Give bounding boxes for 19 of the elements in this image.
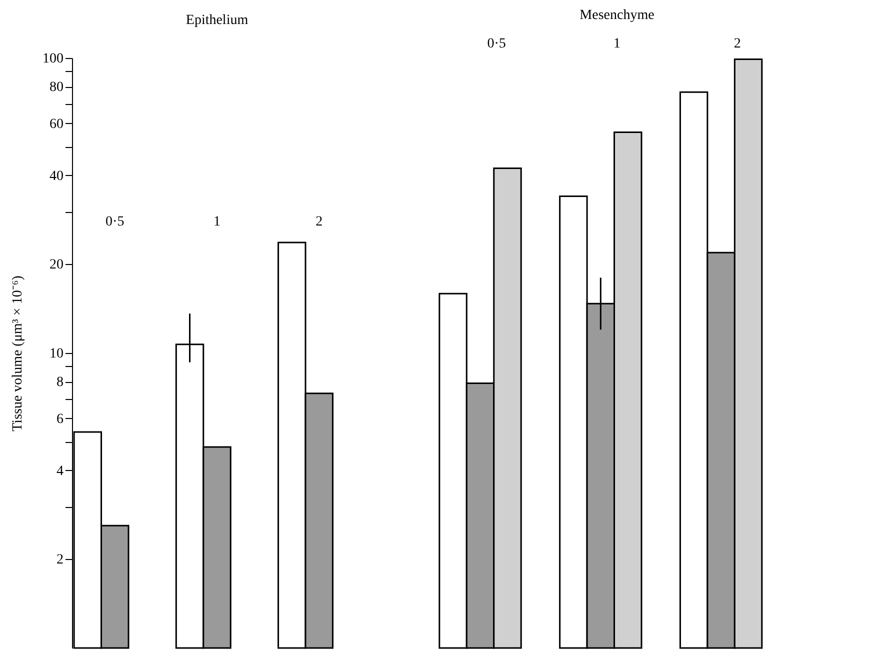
x-tick-label: 1 [614, 36, 620, 52]
x-tick-label: 2 [316, 214, 323, 230]
y-tick-label: 8 [56, 375, 64, 390]
chart-title: Mesenchyme [580, 8, 654, 23]
chart-title: Epithelium [186, 13, 248, 28]
x-tick-label: 0·5 [487, 36, 506, 52]
y-tick-label: 10 [50, 346, 64, 362]
y-tick-label: 100 [42, 52, 64, 66]
x-tick-label: 2 [734, 36, 741, 52]
y-tick-label: 80 [50, 80, 64, 96]
y-tick-label: 2 [56, 552, 64, 568]
x-tick-label: 1 [214, 214, 220, 230]
y-tick-label: 20 [50, 258, 64, 273]
y-tick-label: 40 [50, 168, 64, 184]
y-tick-label: 4 [56, 464, 64, 479]
x-tick-label: 0·5 [106, 214, 124, 230]
y-tick-label: 60 [50, 116, 64, 132]
y-tick-label: 6 [56, 412, 64, 427]
y-axis-title: Tissue volume (μm³ × 10⁻⁶) [10, 275, 26, 432]
